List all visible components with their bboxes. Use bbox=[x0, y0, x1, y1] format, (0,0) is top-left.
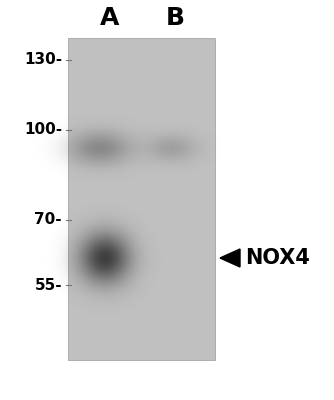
Text: A: A bbox=[100, 6, 120, 30]
Text: B: B bbox=[166, 6, 184, 30]
Text: 55-: 55- bbox=[34, 278, 62, 292]
Text: NOX4: NOX4 bbox=[245, 248, 310, 268]
Polygon shape bbox=[220, 249, 240, 267]
Text: 130-: 130- bbox=[24, 52, 62, 68]
Text: 100-: 100- bbox=[24, 122, 62, 138]
Text: 70-: 70- bbox=[34, 212, 62, 228]
Bar bbox=[68, 38, 215, 360]
